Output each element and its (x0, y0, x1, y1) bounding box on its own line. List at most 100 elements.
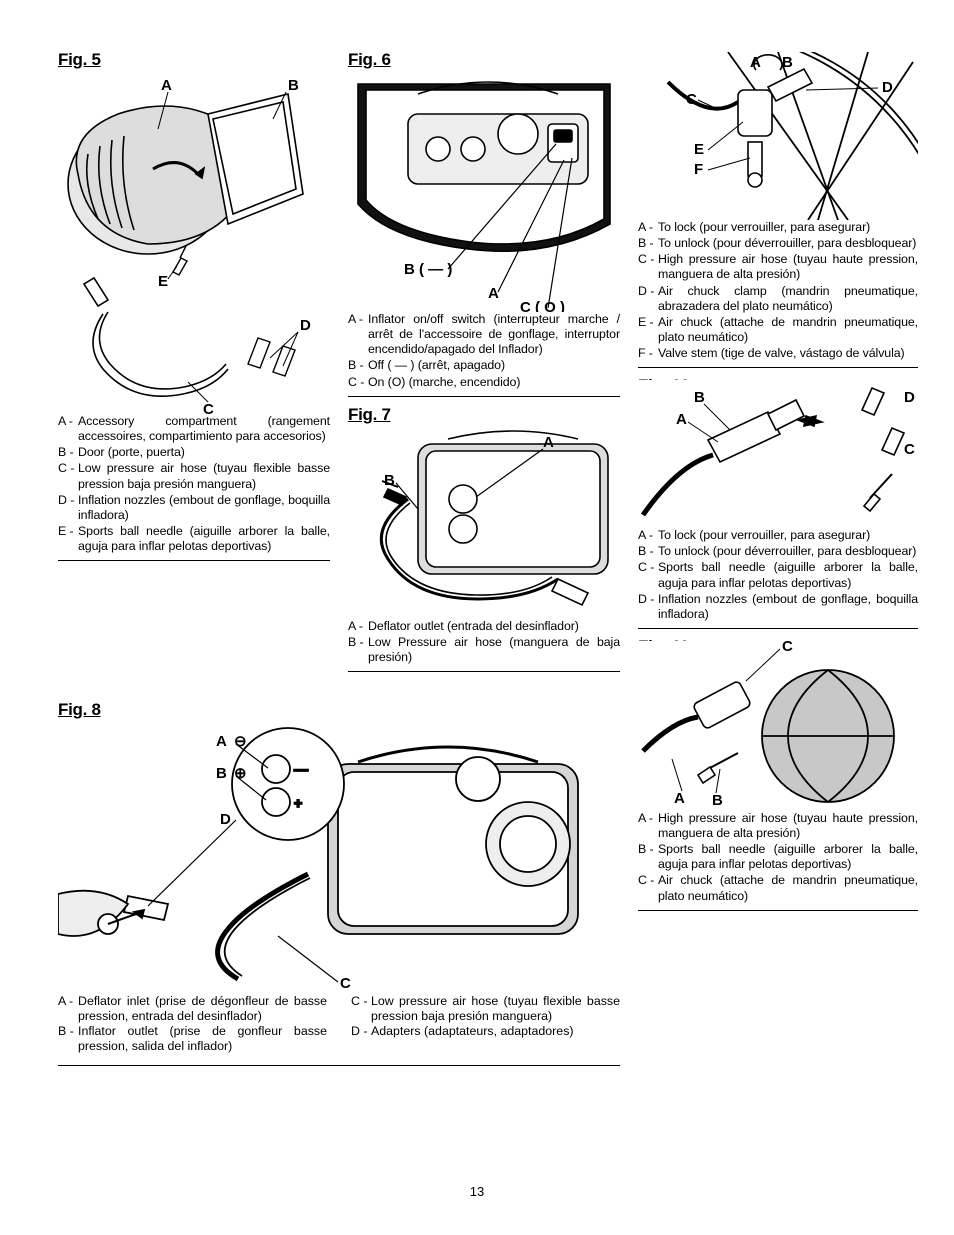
fig7-title: Fig. 7 (348, 405, 620, 425)
key-text: To lock (pour verrouiller, para asegurar… (658, 528, 918, 543)
svg-text:—: — (294, 761, 308, 777)
svg-text:C ( O ): C ( O ) (520, 299, 565, 312)
key-letter: A - (348, 312, 368, 357)
fig6-title: Fig. 6 (348, 50, 620, 70)
fig7-key: A -Deflator outlet (entrada del desinfla… (348, 619, 620, 665)
fig6-illustration: B ( — ) A C ( O ) (348, 74, 620, 312)
svg-text:⊖: ⊖ (234, 733, 247, 750)
svg-text:+: + (294, 795, 302, 811)
key-text: To unlock (pour déverrouiller, para desb… (658, 236, 918, 251)
key-letter: A - (58, 414, 78, 444)
key-text: Inflator on/off switch (interrupteur mar… (368, 312, 620, 357)
key-letter: C - (638, 252, 658, 282)
key-text: Valve stem (tige de valve, vástago de vá… (658, 346, 918, 361)
key-letter: B - (638, 842, 658, 872)
key-text: Sports ball needle (aiguille arborer la … (78, 524, 330, 554)
svg-text:A: A (543, 434, 554, 451)
figure-7: Fig. 7 (348, 405, 620, 672)
svg-text:C: C (686, 91, 697, 108)
key-letter: B - (638, 544, 658, 559)
figure-9: Fig. 9 (638, 50, 918, 368)
svg-text:B: B (216, 765, 227, 782)
svg-text:D: D (220, 811, 231, 828)
key-letter: A - (638, 220, 658, 235)
key-text: Sports ball needle (aiguille arborer la … (658, 560, 918, 590)
key-letter: E - (638, 315, 658, 345)
figure-10: Fig. 10 (638, 376, 918, 629)
divider (348, 671, 620, 672)
divider (638, 910, 918, 911)
key-letter: B - (348, 358, 368, 373)
svg-text:E: E (694, 141, 704, 158)
key-text: Low Pressure air hose (manguera de baja … (368, 635, 620, 665)
svg-text:E: E (158, 273, 168, 290)
svg-text:A: A (488, 285, 499, 302)
fig10-illustration: B A C D (638, 380, 918, 528)
figure-8: Fig. 8 — + (58, 700, 620, 1066)
divider (58, 1065, 620, 1066)
key-text: Adapters (adaptateurs, adaptadores) (371, 1024, 620, 1039)
fig9-key: A -To lock (pour verrouiller, para asegu… (638, 220, 918, 361)
key-text: On (O) (marche, encendido) (368, 375, 620, 390)
fig8-key: A -Deflator inlet (prise de dégonfleur d… (58, 994, 620, 1055)
key-text: High pressure air hose (tuyau haute pres… (658, 811, 918, 841)
svg-text:D: D (904, 389, 915, 406)
figure-5: Fig. 5 (58, 50, 330, 561)
key-text: Inflation nozzles (embout de gonflage, b… (78, 493, 330, 523)
fig8-title: Fig. 8 (58, 700, 620, 720)
key-text: To lock (pour verrouiller, para asegurar… (658, 220, 918, 235)
page-number: 13 (0, 1184, 954, 1199)
key-letter: B - (348, 635, 368, 665)
key-letter: D - (351, 1024, 371, 1039)
divider (638, 628, 918, 629)
key-text: Deflator inlet (prise de dégonfleur de b… (78, 994, 327, 1024)
svg-text:A: A (216, 733, 227, 750)
svg-text:B: B (712, 792, 723, 809)
key-text: Air chuck (attache de mandrin pneumatiqu… (658, 315, 918, 345)
key-text: High pressure air hose (tuyau haute pres… (658, 252, 918, 282)
key-letter: C - (638, 873, 658, 903)
divider (58, 560, 330, 561)
fig6-key: A -Inflator on/off switch (interrupteur … (348, 312, 620, 390)
key-text: Deflator outlet (entrada del desinflador… (368, 619, 620, 634)
manual-page: Fig. 5 (0, 0, 954, 1235)
svg-text:A: A (676, 411, 687, 428)
svg-text:F: F (694, 161, 703, 178)
svg-text:C: C (904, 441, 915, 458)
svg-text:C: C (782, 641, 793, 655)
key-text: Door (porte, puerta) (78, 445, 330, 460)
svg-text:C: C (340, 975, 351, 992)
fig8-illustration: — + (58, 724, 620, 994)
key-text: Inflation nozzles (embout de gonflage, b… (658, 592, 918, 622)
key-letter: E - (58, 524, 78, 554)
key-text: Sports ball needle (aiguille arborer la … (658, 842, 918, 872)
figure-6: Fig. 6 (348, 50, 620, 397)
fig11-key: A -High pressure air hose (tuyau haute p… (638, 811, 918, 904)
key-letter: B - (58, 1024, 78, 1054)
key-letter: A - (58, 994, 78, 1024)
key-letter: A - (348, 619, 368, 634)
fig11-illustration: C A B (638, 641, 918, 811)
key-letter: D - (638, 592, 658, 622)
svg-text:B: B (288, 77, 299, 94)
divider (348, 396, 620, 397)
key-text: Accessory compartment (rangement accesso… (78, 414, 330, 444)
key-text: Inflator outlet (prise de gonfleur basse… (78, 1024, 327, 1054)
key-text: Air chuck (attache de mandrin pneumatiqu… (658, 873, 918, 903)
key-text: To unlock (pour déverrouiller, para desb… (658, 544, 918, 559)
svg-text:A: A (674, 790, 685, 807)
svg-text:B: B (782, 54, 793, 71)
key-text: Air chuck clamp (mandrin pneumatique, ab… (658, 284, 918, 314)
column-3: Fig. 9 (638, 50, 918, 1160)
fig5-key: A -Accessory compartment (rangement acce… (58, 414, 330, 554)
svg-text:A: A (750, 54, 761, 71)
fig9-illustration: A B C D E F (638, 52, 918, 220)
fig5-title: Fig. 5 (58, 50, 101, 70)
key-letter: F - (638, 346, 658, 361)
svg-text:C: C (203, 401, 214, 414)
key-letter: C - (638, 560, 658, 590)
key-text: Low pressure air hose (tuyau flexible ba… (78, 461, 330, 491)
fig10-key: A -To lock (pour verrouiller, para asegu… (638, 528, 918, 622)
key-letter: D - (638, 284, 658, 314)
svg-text:B: B (384, 472, 395, 489)
